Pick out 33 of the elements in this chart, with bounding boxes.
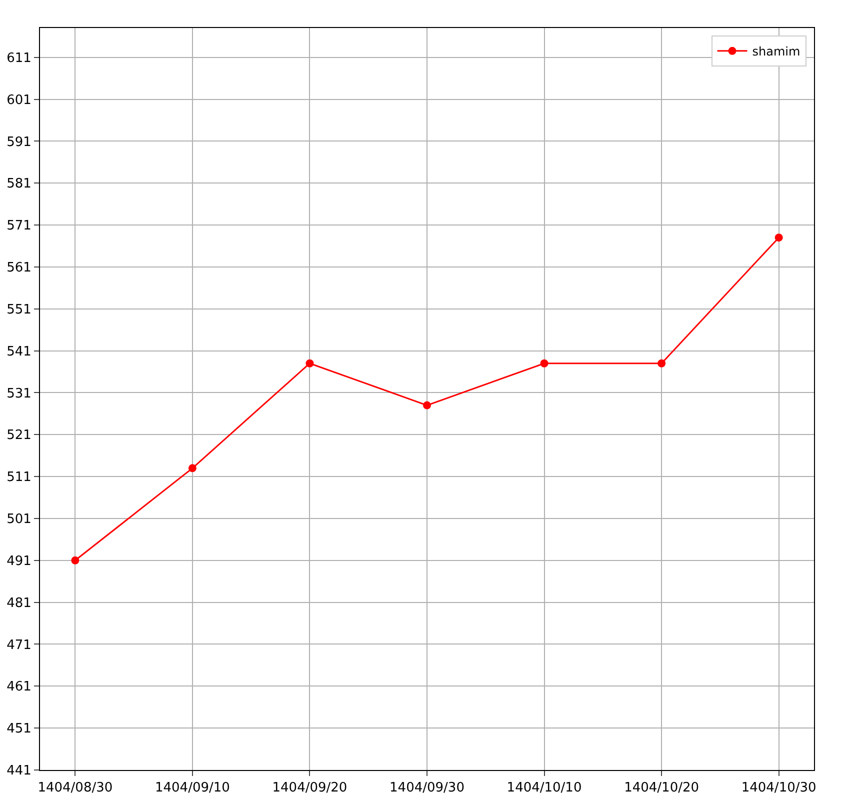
- y-tick-label: 581: [6, 176, 32, 192]
- point: [658, 359, 666, 368]
- x-tick-label: 1404/08/30: [38, 780, 113, 796]
- y-tick-label: 601: [6, 92, 32, 108]
- y-tick-label: 551: [6, 302, 32, 318]
- point: [540, 359, 548, 368]
- x-tick-label: 1404/09/20: [272, 780, 348, 796]
- y-tick-label: 531: [6, 386, 32, 402]
- y-tick-label: 541: [6, 344, 32, 360]
- y-tick-label: 461: [6, 680, 32, 695]
- y-tick-label: 511: [6, 470, 32, 486]
- y-tick-label: 501: [6, 512, 32, 528]
- y-tick-label: 561: [6, 260, 32, 276]
- y-tick-label: 521: [6, 428, 32, 444]
- point: [306, 359, 314, 368]
- x-tick-label: 1404/10/20: [624, 780, 700, 796]
- y-tick-label: 611: [6, 50, 32, 66]
- x-tick-label: 1404/09/10: [154, 780, 230, 796]
- x-tick-label: 1404/10/10: [506, 780, 582, 796]
- y-tick-label: 441: [6, 764, 32, 779]
- point: [71, 556, 80, 564]
- y-tick-label: 491: [6, 554, 32, 569]
- y-tick-label: 471: [6, 638, 32, 653]
- y-tick-label: 571: [6, 218, 32, 234]
- y-tick-label: 451: [6, 722, 32, 737]
- y-tick-label: 481: [6, 596, 32, 611]
- point: [774, 234, 783, 242]
- point: [188, 464, 196, 472]
- legend-label: shamim: [752, 44, 800, 59]
- y-tick-label: 591: [6, 134, 32, 150]
- x-tick-label: 1404/09/30: [390, 780, 464, 796]
- x-tick-label: 1404/10/30: [741, 780, 816, 796]
- point: [423, 401, 431, 410]
